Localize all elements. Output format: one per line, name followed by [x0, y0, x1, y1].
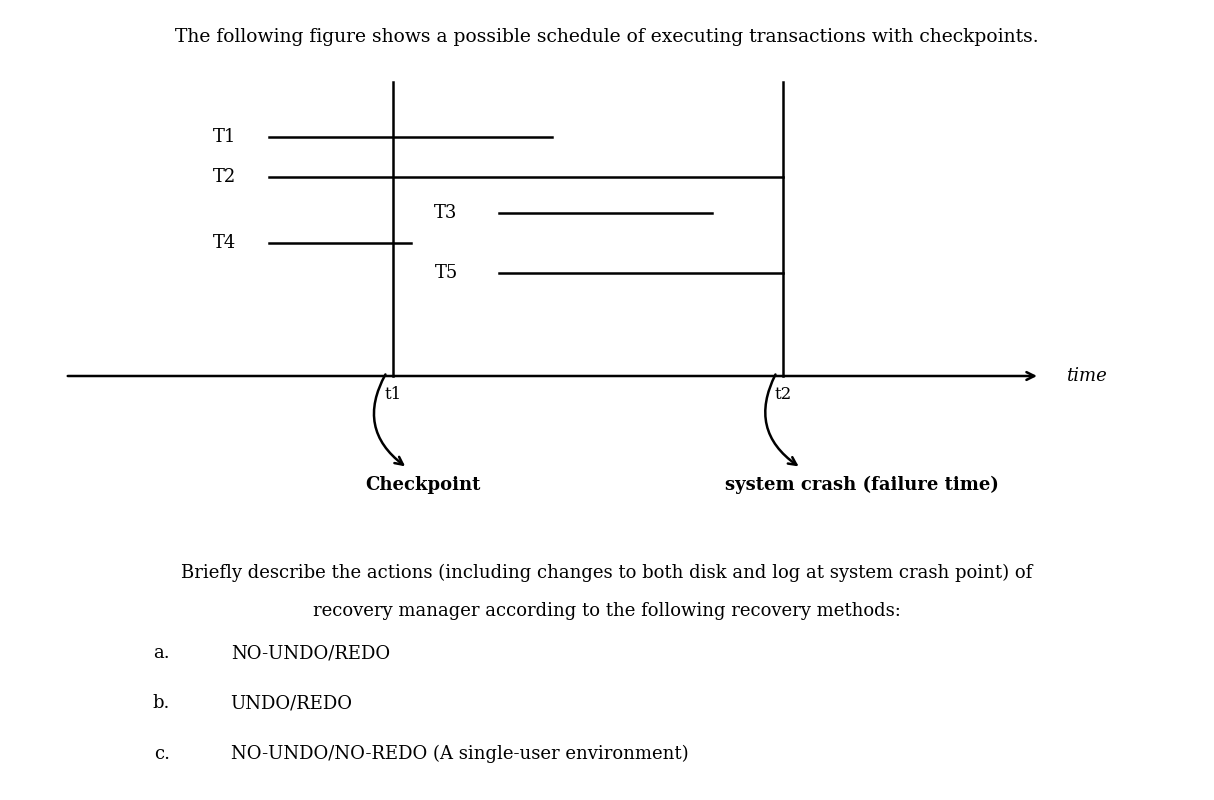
Text: system crash (failure time): system crash (failure time): [725, 476, 999, 494]
Text: T4: T4: [212, 234, 236, 252]
Text: UNDO/REDO: UNDO/REDO: [231, 694, 352, 712]
Text: c.: c.: [154, 745, 170, 763]
Text: Briefly describe the actions (including changes to both disk and log at system c: Briefly describe the actions (including …: [181, 564, 1033, 582]
Text: T5: T5: [435, 264, 458, 282]
Text: NO-UNDO/NO-REDO (A single-user environment): NO-UNDO/NO-REDO (A single-user environme…: [231, 745, 688, 763]
Text: NO-UNDO/REDO: NO-UNDO/REDO: [231, 644, 390, 662]
Text: a.: a.: [153, 644, 170, 662]
Text: The following figure shows a possible schedule of executing transactions with ch: The following figure shows a possible sc…: [175, 28, 1039, 46]
Text: T1: T1: [212, 128, 236, 146]
Text: recovery manager according to the following recovery methods:: recovery manager according to the follow…: [313, 602, 901, 621]
Text: t2: t2: [775, 386, 792, 402]
Text: T2: T2: [212, 169, 236, 186]
Text: T3: T3: [435, 204, 458, 222]
Text: time: time: [1066, 367, 1107, 385]
Text: t1: t1: [384, 386, 402, 402]
Text: Checkpoint: Checkpoint: [365, 476, 481, 494]
Text: b.: b.: [153, 694, 170, 712]
